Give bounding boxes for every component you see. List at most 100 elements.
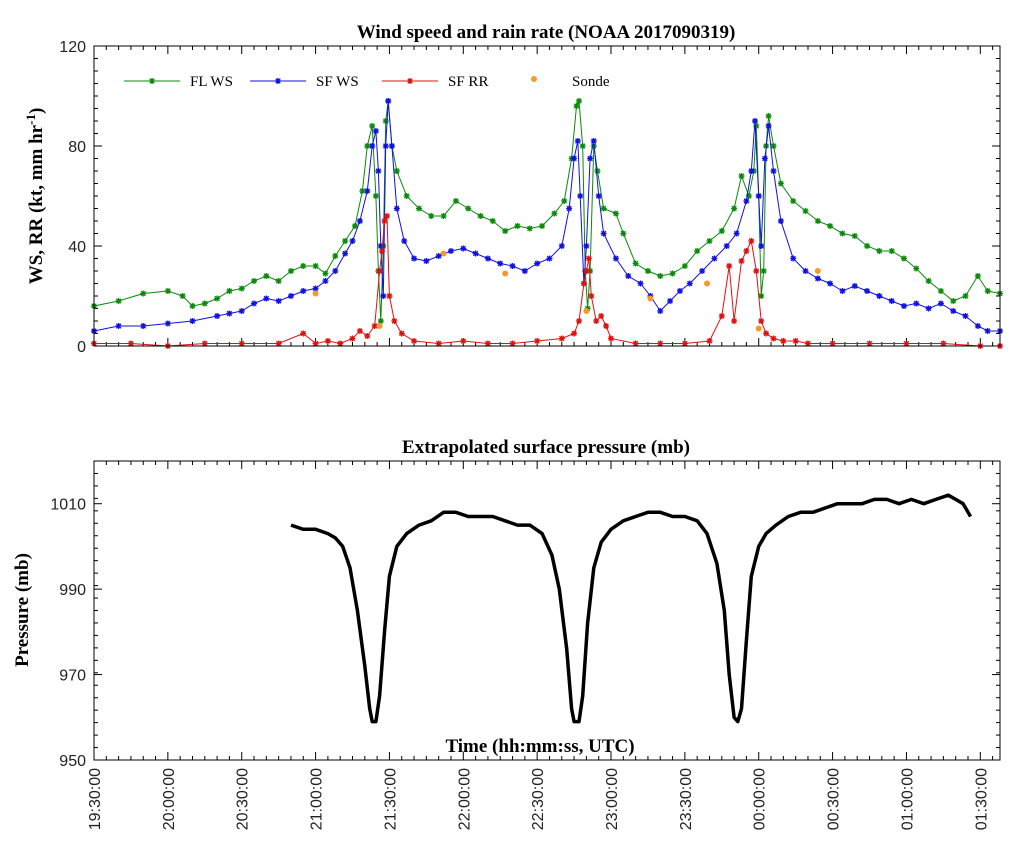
data-point	[356, 218, 363, 224]
data-point	[238, 340, 245, 347]
data-point	[770, 143, 777, 149]
data-point	[435, 253, 442, 259]
data-point	[925, 278, 932, 284]
data-point	[588, 293, 595, 299]
data-point	[380, 293, 387, 299]
data-point	[388, 143, 395, 149]
xtick-label: 21:30:00	[382, 768, 399, 830]
data-point	[686, 280, 693, 287]
data-point	[382, 118, 389, 124]
data-point	[694, 248, 701, 254]
data-point	[164, 320, 171, 327]
data-point	[814, 275, 821, 282]
data-point	[428, 213, 435, 219]
data-point	[566, 205, 573, 212]
data-point	[238, 308, 245, 314]
data-point	[657, 340, 664, 347]
data-point	[539, 223, 546, 229]
data-point	[521, 268, 528, 274]
data-point	[349, 335, 356, 342]
ytick-label: 990	[59, 582, 86, 599]
legend: FL WS SF WS SF RR Sonde	[124, 74, 610, 90]
data-point	[383, 213, 390, 219]
xaxis-label: Time (hh:mm:ss, UTC)	[445, 736, 634, 757]
data-point	[465, 205, 472, 212]
series-sonde	[312, 250, 821, 332]
data-point	[342, 250, 349, 257]
data-point	[393, 205, 400, 212]
series-sf-rr	[91, 213, 1003, 349]
data-point	[760, 268, 767, 274]
data-point	[590, 138, 597, 144]
data-point	[937, 288, 944, 294]
data-point	[777, 218, 784, 224]
xtick-label: 21:00:00	[309, 768, 326, 830]
data-point	[866, 340, 873, 347]
data-point	[984, 328, 991, 334]
xtick-label: 00:30:00	[826, 768, 843, 830]
data-point	[748, 168, 755, 174]
data-point	[386, 293, 393, 299]
data-point	[681, 340, 688, 347]
data-point	[765, 123, 772, 129]
sonde-point	[583, 308, 590, 314]
data-point	[526, 225, 533, 232]
data-point	[484, 340, 491, 347]
series-line-sf-rr	[94, 215, 1000, 347]
data-point	[758, 243, 765, 249]
data-point	[359, 188, 366, 194]
data-point	[962, 293, 969, 299]
data-point	[580, 280, 587, 287]
data-point	[745, 193, 752, 199]
xtick-label: 01:30:00	[973, 768, 990, 830]
data-point	[718, 313, 725, 319]
data-point	[351, 223, 358, 229]
data-point	[312, 340, 319, 347]
data-point	[706, 238, 713, 244]
data-point	[711, 255, 718, 262]
legend-item-fl-ws: FL WS	[124, 74, 233, 90]
data-point	[571, 330, 578, 337]
data-point	[140, 290, 147, 297]
legend-item-sf-rr: SF RR	[382, 74, 488, 90]
data-point	[322, 278, 329, 284]
data-point	[681, 263, 688, 269]
data-point	[864, 243, 871, 249]
data-point	[287, 268, 294, 274]
data-point	[595, 193, 602, 199]
data-point	[864, 288, 871, 294]
data-point	[514, 223, 521, 229]
data-point	[312, 285, 319, 292]
data-point	[657, 273, 664, 279]
data-point	[393, 168, 400, 174]
data-point	[558, 243, 565, 249]
data-point	[579, 143, 586, 149]
data-point	[447, 248, 454, 254]
data-point	[950, 308, 957, 314]
ytick-label: 120	[59, 39, 86, 56]
data-point	[551, 210, 558, 217]
data-point	[322, 270, 329, 277]
sonde-point	[440, 250, 447, 257]
data-point	[753, 268, 760, 274]
xtick-label: 20:30:00	[235, 768, 252, 830]
legend-marker	[407, 78, 413, 84]
chart-title: Extrapolated surface pressure (mb)	[402, 437, 690, 458]
data-point	[699, 268, 706, 274]
data-point	[364, 188, 371, 194]
data-point	[718, 228, 725, 234]
data-point	[839, 230, 846, 237]
data-point	[534, 260, 541, 267]
data-point	[577, 193, 584, 199]
series-sf-ws	[91, 98, 1003, 334]
data-point	[356, 328, 363, 334]
data-point	[600, 230, 607, 237]
data-point	[593, 318, 600, 324]
data-point	[411, 255, 418, 262]
data-point	[435, 340, 442, 347]
xtick-label: 00:00:00	[752, 768, 769, 830]
data-point	[571, 155, 578, 162]
data-point	[369, 123, 376, 129]
data-point	[603, 323, 610, 329]
